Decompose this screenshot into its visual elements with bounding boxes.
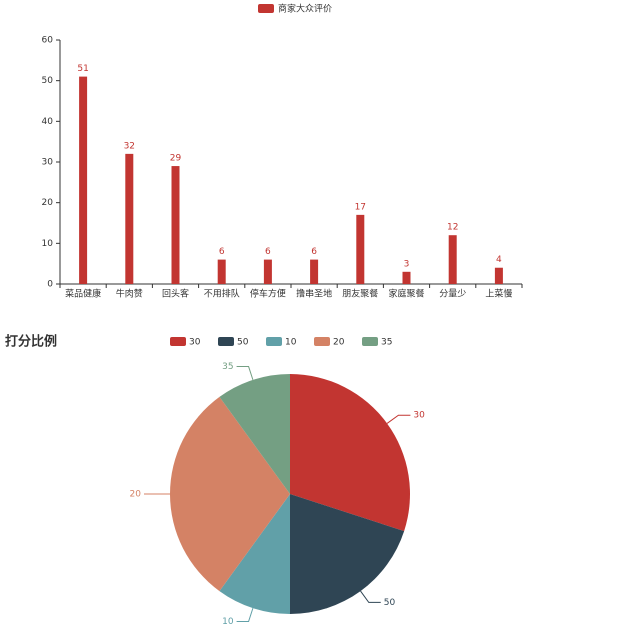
pie-slice [219, 374, 290, 494]
x-tick-label: 上菜慢 [485, 288, 512, 300]
pie-slice [170, 396, 290, 592]
data-label: 17 [355, 202, 366, 212]
legend-label: 35 [381, 338, 392, 348]
data-label: 12 [447, 223, 458, 233]
label-line [386, 414, 411, 424]
data-label: 6 [265, 247, 271, 257]
data-label: 4 [496, 255, 502, 265]
label-line [236, 607, 254, 622]
y-tick-label: 20 [42, 198, 54, 208]
y-tick-label: 50 [42, 76, 54, 86]
slice-label: 10 [222, 617, 234, 627]
x-tick-label: 分量少 [439, 289, 466, 300]
x-tick-label: 不用排队 [204, 288, 240, 300]
bar [356, 214, 365, 284]
x-tick-label: 菜品健康 [65, 288, 101, 300]
slice-label: 20 [130, 490, 142, 500]
data-label: 3 [404, 259, 410, 269]
x-tick-label: 朋友聚餐 [342, 288, 378, 300]
x-tick-label: 停车方便 [250, 288, 286, 300]
legend-label: 10 [285, 338, 297, 348]
x-tick-label: 回头客 [162, 288, 189, 300]
legend-label: 20 [333, 338, 345, 348]
data-label: 6 [311, 247, 317, 257]
bar [125, 153, 134, 284]
bar [263, 259, 272, 284]
bar [448, 235, 457, 284]
bar [494, 267, 503, 284]
chart-title: 打分比例 [5, 334, 57, 350]
bar [310, 259, 319, 284]
bar [171, 166, 180, 284]
legend-swatch [314, 337, 330, 346]
slice-label: 35 [222, 362, 233, 372]
pie-slice [219, 494, 290, 614]
slice-label: 30 [413, 411, 425, 421]
legend-swatch [266, 337, 282, 346]
x-tick-label: 牛肉赞 [116, 288, 143, 300]
data-label: 51 [77, 64, 88, 74]
data-label: 6 [219, 247, 225, 257]
label-line [236, 366, 254, 381]
y-tick-label: 30 [42, 158, 54, 168]
y-tick-label: 0 [47, 280, 53, 290]
legend-swatch [170, 337, 186, 346]
legend-label: 50 [237, 338, 249, 348]
y-tick-label: 60 [42, 36, 54, 46]
legend-swatch [218, 337, 234, 346]
legend-swatch [258, 4, 274, 13]
x-tick-label: 家庭聚餐 [388, 288, 424, 300]
legend-swatch [362, 337, 378, 346]
bar [217, 259, 226, 284]
bar [79, 76, 88, 284]
pie-slice [290, 494, 405, 614]
y-tick-label: 10 [42, 239, 54, 249]
legend-label: 30 [189, 338, 201, 348]
label-line [360, 590, 381, 603]
data-label: 29 [170, 154, 182, 164]
legend-label: 商家大众评价 [278, 3, 332, 15]
y-tick-label: 40 [42, 117, 54, 127]
data-label: 32 [124, 141, 135, 151]
pie-slice [290, 374, 410, 532]
bar [402, 271, 411, 284]
x-tick-label: 撸串圣地 [296, 288, 332, 300]
slice-label: 50 [384, 598, 396, 608]
